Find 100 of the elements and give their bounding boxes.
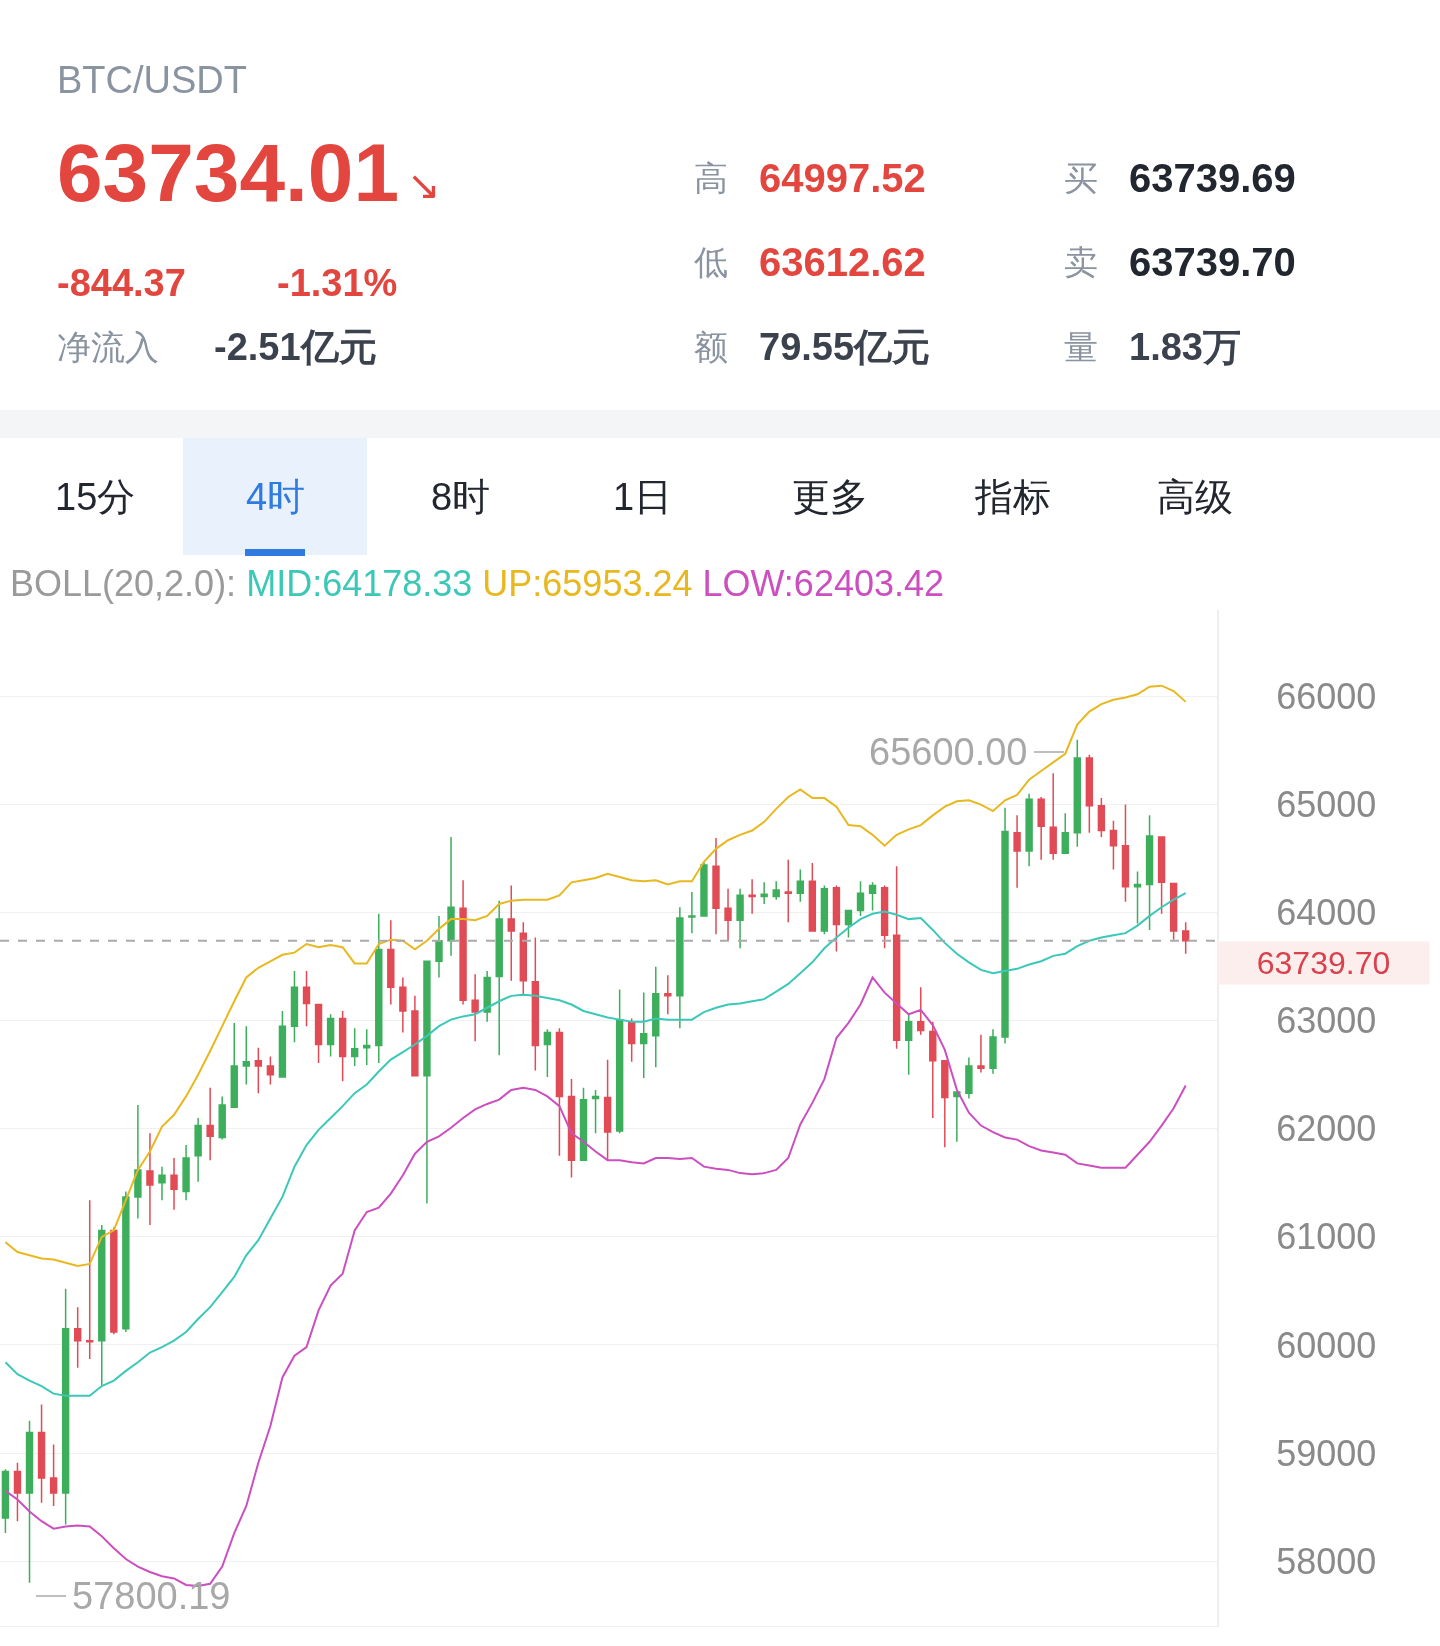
- candlestick: [929, 1021, 937, 1119]
- candlestick: [844, 909, 853, 939]
- candlestick: [459, 879, 467, 1006]
- text: 64997.52: [759, 156, 926, 200]
- y-tick-label: 59000: [1276, 1432, 1377, 1474]
- candlestick: [1025, 792, 1033, 867]
- candlestick: [917, 986, 925, 1036]
- candlestick: [1133, 870, 1142, 925]
- candlestick: [555, 1027, 564, 1157]
- candlestick: [13, 1462, 22, 1522]
- annotation: 57800.19: [72, 1575, 231, 1617]
- line-series: [4, 684, 1187, 1268]
- candlestick: [483, 970, 491, 1023]
- text: 79.55亿元: [759, 326, 931, 368]
- candlestick: [904, 1013, 913, 1076]
- text: LOW:62403.42: [702, 563, 945, 604]
- candlestick: [652, 965, 660, 1068]
- candlestick: [326, 1013, 335, 1058]
- candlestick: [676, 906, 684, 1030]
- candlestick: [953, 1091, 961, 1143]
- candlestick: [1181, 921, 1190, 955]
- candlestick: [375, 912, 383, 1064]
- text: UP:65953.24: [482, 563, 693, 604]
- candlestick: [266, 1055, 275, 1086]
- text: 8时: [431, 476, 491, 518]
- candlestick: [892, 865, 901, 1050]
- candlestick: [350, 1027, 359, 1067]
- candlestick: [98, 1224, 106, 1387]
- candlestick: [302, 970, 311, 1027]
- candlestick: [688, 891, 696, 934]
- annotation: 65600.00: [869, 731, 1028, 773]
- text: 高级: [1157, 476, 1233, 518]
- text: 额: [694, 328, 728, 366]
- chart-title: BTC/USDT: [57, 59, 247, 101]
- candlestick: [25, 1419, 34, 1584]
- candlestick: [519, 921, 527, 997]
- y-tick-label: 60000: [1276, 1324, 1377, 1366]
- candlestick: [820, 884, 829, 936]
- candlestick: [543, 1028, 552, 1078]
- text: 1日: [613, 476, 673, 518]
- text: 63612.62: [759, 240, 926, 284]
- candlestick: [700, 861, 708, 917]
- candlestick: [1157, 836, 1166, 915]
- candlestick: [784, 858, 792, 924]
- candlestick: [387, 919, 395, 1006]
- text: 高: [694, 159, 728, 197]
- candlestick: [423, 960, 431, 1205]
- candlestick: [435, 915, 443, 979]
- candlestick: [1073, 738, 1081, 848]
- candlestick: [290, 970, 299, 1044]
- text: 63734.01: [57, 127, 400, 218]
- candlestick: [736, 888, 744, 950]
- text: -1.31%: [277, 262, 398, 304]
- candlestick: [254, 1046, 263, 1094]
- text: -2.51亿元: [214, 326, 377, 368]
- candlestick: [411, 995, 419, 1077]
- text: 净流入: [57, 328, 159, 366]
- candlestick: [49, 1443, 58, 1507]
- y-tick-label: 62000: [1276, 1108, 1377, 1150]
- candlestick: [603, 1058, 612, 1161]
- candlestick: [989, 1028, 997, 1075]
- text: 1.83万: [1129, 326, 1241, 368]
- candlestick: [110, 1226, 118, 1335]
- ref-line-label: 63739.70: [1256, 945, 1391, 981]
- text: 指标: [974, 476, 1051, 518]
- candlestick: [832, 884, 841, 953]
- candlestick: [1145, 814, 1154, 931]
- y-tick-label: 61000: [1276, 1216, 1377, 1258]
- candlestick: [567, 1078, 576, 1179]
- text: 量: [1064, 328, 1098, 366]
- candlestick: [531, 936, 540, 1072]
- candlestick: [977, 1034, 985, 1074]
- candlestick: [1, 1468, 10, 1534]
- y-tick-label: 64000: [1276, 892, 1377, 934]
- candlestick: [194, 1117, 202, 1183]
- text: MID:64178.33: [246, 563, 473, 604]
- candlestick: [158, 1165, 166, 1201]
- candlestick: [122, 1190, 130, 1333]
- candlestick: [146, 1132, 154, 1226]
- line-series: [4, 892, 1187, 1397]
- text: -844.37: [57, 262, 186, 304]
- candlestick: [615, 988, 624, 1134]
- candlestick: [868, 881, 877, 912]
- text: 更多: [792, 476, 868, 518]
- candlestick: [507, 884, 515, 982]
- text: 63739.69: [1129, 156, 1296, 200]
- candlestick: [278, 1010, 287, 1078]
- text: 买: [1064, 159, 1098, 197]
- candlestick: [338, 1010, 347, 1082]
- candlestick: [399, 976, 407, 1034]
- candlestick: [218, 1095, 226, 1141]
- candlestick: [748, 878, 756, 915]
- candlestick: [61, 1288, 70, 1526]
- candlestick: [230, 1022, 238, 1110]
- candlestick: [495, 900, 503, 1057]
- y-tick-label: 58000: [1276, 1540, 1377, 1582]
- candlestick: [471, 973, 479, 1043]
- text: 63739.70: [1129, 240, 1296, 284]
- candlestick: [724, 888, 732, 942]
- candlestick: [314, 1003, 323, 1064]
